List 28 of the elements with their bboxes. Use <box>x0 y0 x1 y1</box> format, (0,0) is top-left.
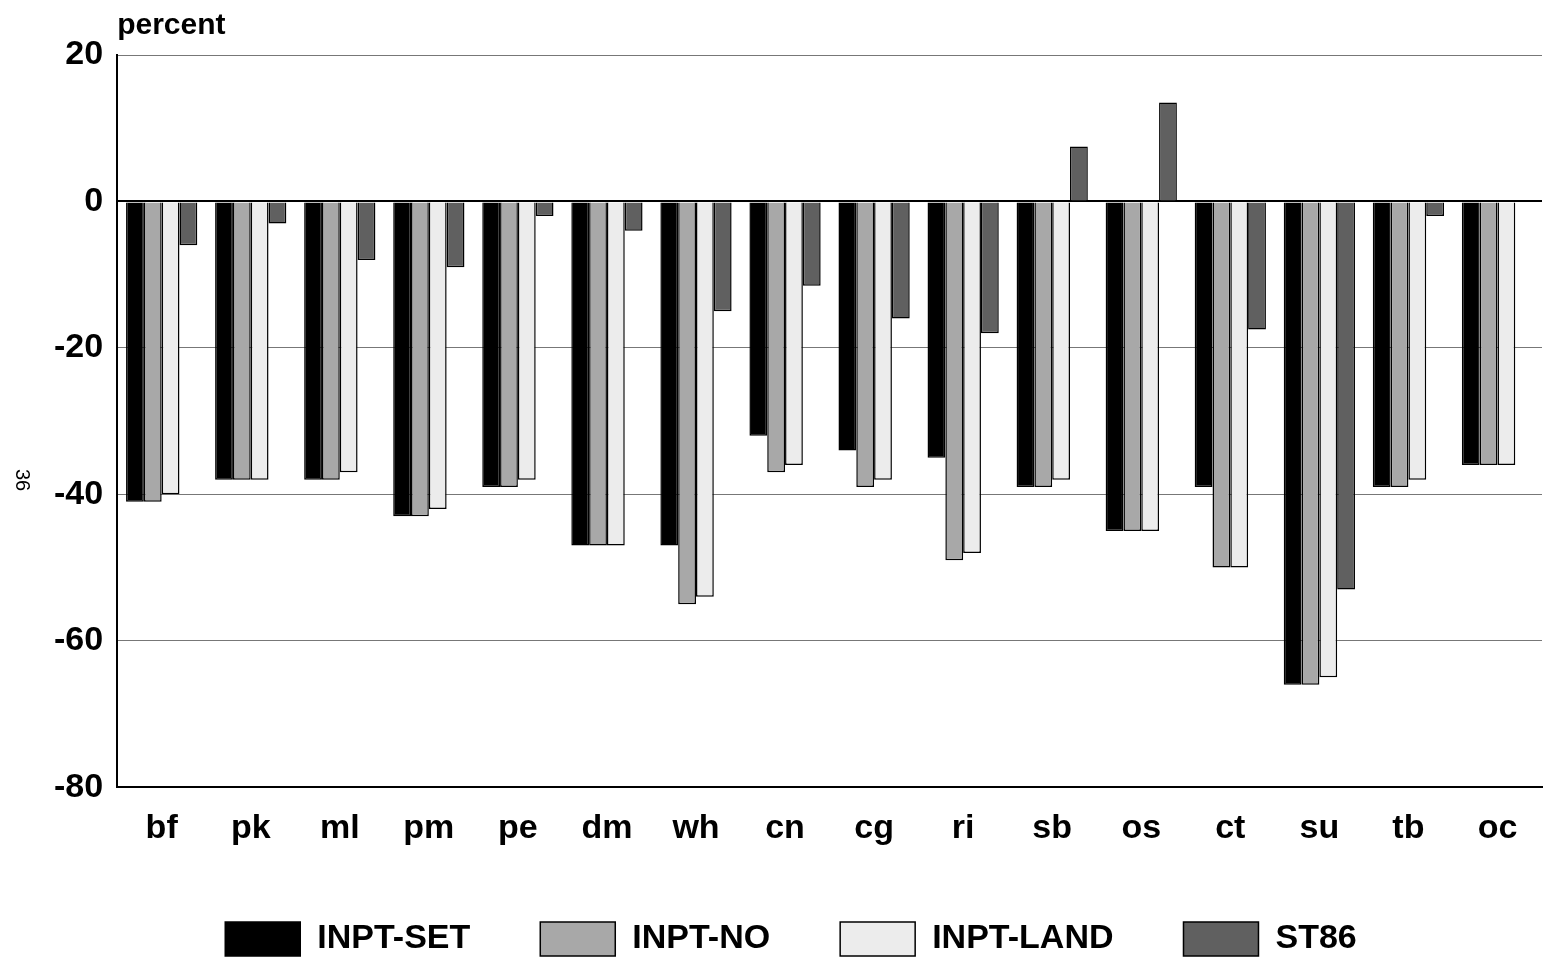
x-tick-label: wh <box>671 806 720 845</box>
x-tick-label: cg <box>854 806 894 845</box>
x-tick-label: ml <box>319 806 360 845</box>
x-tick-label: pe <box>498 806 538 845</box>
y-tick-label: 0 <box>84 179 104 218</box>
x-tick-label: pm <box>403 806 455 845</box>
x-tick-label: bf <box>145 806 179 845</box>
legend-label: ST86 <box>1275 917 1357 956</box>
x-tick-label: dm <box>581 806 633 845</box>
x-tick-label: cn <box>765 806 805 845</box>
y-tick-label: 20 <box>65 33 104 72</box>
y-tick-label: -60 <box>54 619 104 658</box>
y-tick-label: -40 <box>54 472 104 511</box>
x-tick-label: tb <box>1392 806 1425 845</box>
x-tick-label: ri <box>951 806 975 845</box>
legend-label: INPT-NO <box>632 917 771 956</box>
legend-label: INPT-SET <box>317 917 471 956</box>
legend-label: INPT-LAND <box>932 917 1114 956</box>
y-axis-title: percent <box>117 7 226 41</box>
x-tick-label: os <box>1121 806 1162 845</box>
text: 36 <box>12 468 35 492</box>
x-tick-label: pk <box>230 806 271 845</box>
y-tick-label: -80 <box>54 765 104 804</box>
x-tick-label: sb <box>1032 806 1073 845</box>
x-tick-label: su <box>1299 806 1340 845</box>
x-tick-label: oc <box>1477 806 1518 845</box>
y-tick-label: -20 <box>54 326 104 365</box>
x-tick-label: ct <box>1215 806 1246 845</box>
